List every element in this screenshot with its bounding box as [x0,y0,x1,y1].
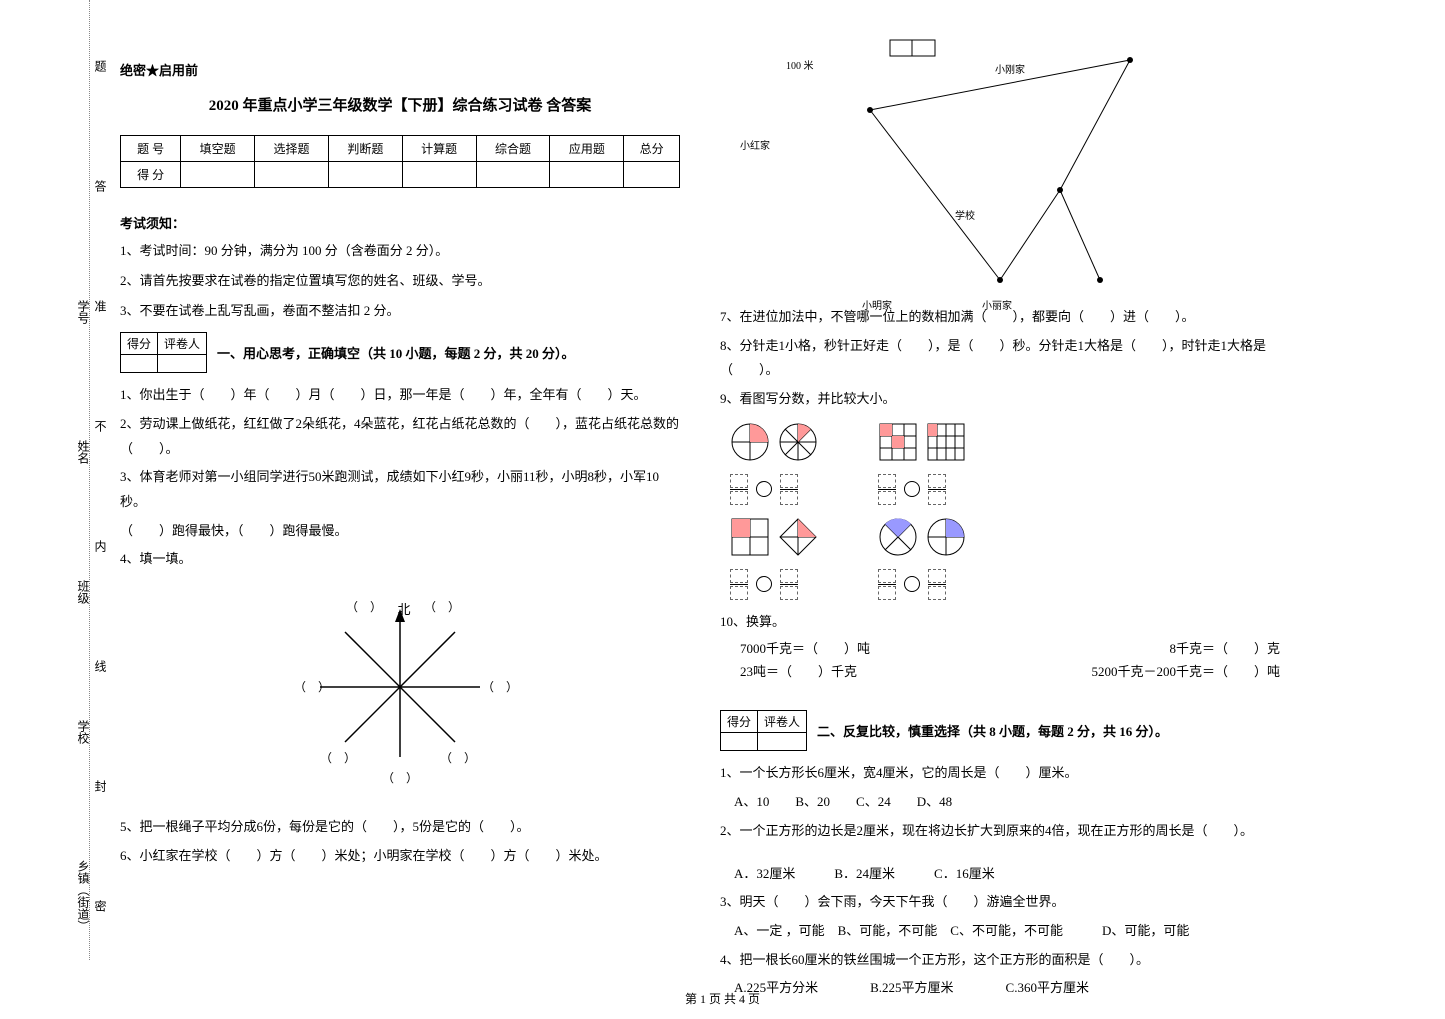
th: 填空题 [181,136,255,162]
instructions-list: 1、考试时间：90 分钟，满分为 100 分（含卷面分 2 分）。 2、请首先按… [120,240,680,322]
th: 综合题 [476,136,550,162]
svg-text:（ ）: （ ） [440,751,476,765]
side-dotted: 内 [92,540,109,552]
s2q2: 2、一个正方形的边长是2厘米，现在将边长扩大到原来的4倍，现在正方形的周长是（ … [720,819,1280,844]
map-label: 小刚家 [995,61,1025,76]
instruction-item: 2、请首先按要求在试卷的指定位置填写您的姓名、班级、学号。 [120,270,680,292]
conv-b: 8千克＝（ ）克 [1169,638,1280,657]
side-label-id: 学号 [75,300,92,324]
mini-score-box: 得分评卷人 [720,710,807,751]
map-scale: 100 米 [786,57,814,72]
compass-diagram: （ ） （ ） （ ） （ ） （ ） （ ） （ ） 北 [290,587,510,810]
conv-d: 5200千克－200千克＝（ ）吨 [1091,661,1280,680]
side-label-school: 学校 [75,720,92,744]
side-dotted: 准 [92,300,109,312]
th: 选择题 [255,136,329,162]
ms-blank [758,733,807,751]
page-body: 绝密★启用前 2020 年重点小学三年级数学【下册】综合练习试卷 含答案 题 号… [120,30,1400,1005]
q8: 8、分针走1小格，秒针正好走（ ），是（ ）秒。分针走1大格是（ ），时针走1大… [720,334,1280,383]
svg-text:（ ）: （ ） [320,751,356,765]
section2-title: 二、反复比较，慎重选择（共 8 小题，每题 2 分，共 16 分）。 [817,721,1168,740]
q3b: （ ）跑得最快，（ ）跑得最慢。 [120,519,680,544]
exam-title: 2020 年重点小学三年级数学【下册】综合练习试卷 含答案 [120,94,680,115]
side-dotted: 密 [92,900,109,912]
ms-label: 得分 [121,333,158,355]
compass-north-label: 北 [294,599,514,618]
th: 判断题 [328,136,402,162]
table-row: 得 分 [121,162,680,188]
side-label-class: 班级 [75,580,92,604]
right-column: 100 米 小红家 小刚家 学校 小明家 小丽家 7、在进位加法中，不管哪一位上… [720,30,1280,1005]
ms-label: 评卷人 [758,711,807,733]
q9: 9、看图写分数，并比较大小。 [720,387,1280,412]
td [402,162,476,188]
s2q3opts: A、一定 ，可能 B、可能，不可能 C、不可能，不可能 D、可能，可能 [720,919,1280,944]
instructions-heading: 考试须知： [120,213,680,232]
mini-score-box: 得分评卷人 [120,332,207,373]
s2q1opts: A、10 B、20 C、24 D、48 [720,790,1280,815]
ms-blank [721,733,758,751]
th: 总分 [624,136,680,162]
s2q2opts: A．32厘米 B．24厘米 C．16厘米 [720,862,1280,887]
map-label: 学校 [955,207,975,222]
q4: 4、填一填。 [120,547,680,572]
s2q4: 4、把一根长60厘米的铁丝围城一个正方形，这个正方形的面积是（ ）。 [720,948,1280,973]
q2: 2、劳动课上做纸花，红红做了2朵纸花，4朵蓝花，红花占纸花总数的（ ），蓝花占纸… [120,412,680,461]
section1-title: 一、用心思考，正确填空（共 10 小题，每题 2 分，共 20 分）。 [217,343,575,362]
score-summary-table: 题 号 填空题 选择题 判断题 计算题 综合题 应用题 总分 得 分 [120,135,680,188]
td [476,162,550,188]
side-dotted: 封 [92,780,109,792]
th: 计算题 [402,136,476,162]
side-dotted: 不 [92,420,109,432]
table-row: 题 号 填空题 选择题 判断题 计算题 综合题 应用题 总分 [121,136,680,162]
td [550,162,624,188]
ms-label: 评卷人 [158,333,207,355]
conv-c: 23吨＝（ ）千克 [740,661,857,680]
td [181,162,255,188]
s2q1: 1、一个长方形长6厘米，宽4厘米，它的周长是（ ）厘米。 [720,761,1280,786]
ms-blank [121,355,158,373]
map-label: 小明家 [862,297,892,312]
th: 题 号 [121,136,181,162]
q5: 5、把一根绳子平均分成6份，每份是它的（ ），5份是它的（ ）。 [120,815,680,840]
binding-sidebar: 乡镇（街道） 学校 班级 姓名 学号 密 封 线 内 不 准 答 题 [30,0,90,960]
td: 得 分 [121,162,181,188]
section2-header: 得分评卷人 二、反复比较，慎重选择（共 8 小题，每题 2 分，共 16 分）。 [720,710,1280,751]
side-dotted: 题 [92,60,109,72]
left-column: 绝密★启用前 2020 年重点小学三年级数学【下册】综合练习试卷 含答案 题 号… [120,30,680,1005]
td [328,162,402,188]
conv-row: 7000千克＝（ ）吨 8千克＝（ ）克 [740,638,1280,657]
fraction-shapes [730,422,1280,600]
conv-a: 7000千克＝（ ）吨 [740,638,870,657]
q10: 10、换算。 [720,610,1280,635]
section1-header: 得分评卷人 一、用心思考，正确填空（共 10 小题，每题 2 分，共 20 分）… [120,332,680,373]
svg-text:（ ）: （ ） [382,771,418,785]
conv-row: 23吨＝（ ）千克 5200千克－200千克＝（ ）吨 [740,661,1280,680]
q6: 6、小红家在学校（ ）方（ ）米处；小明家在学校（ ）方（ ）米处。 [120,844,680,869]
td [624,162,680,188]
map-label: 小丽家 [982,297,1012,312]
ms-label: 得分 [721,711,758,733]
confidential-label: 绝密★启用前 [120,60,680,79]
side-label-township: 乡镇（街道） [75,860,92,932]
s2q3: 3、明天（ ）会下雨，今天下午我（ ）游遍全世界。 [720,890,1280,915]
map-label: 小红家 [740,137,770,152]
q3a: 3、体育老师对第一小组同学进行50米跑测试，成绩如下小红9秒，小丽11秒，小明8… [120,465,680,514]
side-dotted: 线 [92,660,109,672]
instruction-item: 3、不要在试卷上乱写乱画，卷面不整洁扣 2 分。 [120,300,680,322]
ms-blank [158,355,207,373]
side-label-name: 姓名 [75,440,92,464]
page-footer: 第 1 页 共 4 页 [0,990,1445,1007]
svg-text:（ ）: （ ） [482,680,510,694]
td [255,162,329,188]
th: 应用题 [550,136,624,162]
instruction-item: 1、考试时间：90 分钟，满分为 100 分（含卷面分 2 分）。 [120,240,680,262]
side-dotted: 答 [92,180,109,192]
svg-text:（ ）: （ ） [294,680,330,694]
q1: 1、你出生于（ ）年（ ）月（ ）日，那一年是（ ）年，全年有（ ）天。 [120,383,680,408]
